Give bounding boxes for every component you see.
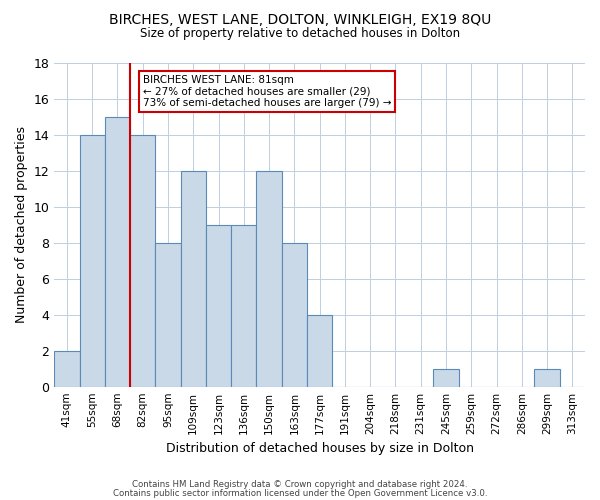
Bar bbox=[80, 134, 105, 386]
Y-axis label: Number of detached properties: Number of detached properties bbox=[15, 126, 28, 323]
Bar bbox=[54, 350, 80, 386]
Bar bbox=[282, 242, 307, 386]
Text: Size of property relative to detached houses in Dolton: Size of property relative to detached ho… bbox=[140, 28, 460, 40]
Text: Contains HM Land Registry data © Crown copyright and database right 2024.: Contains HM Land Registry data © Crown c… bbox=[132, 480, 468, 489]
Bar bbox=[535, 368, 560, 386]
Bar bbox=[130, 134, 155, 386]
Bar bbox=[433, 368, 458, 386]
Text: BIRCHES WEST LANE: 81sqm
← 27% of detached houses are smaller (29)
73% of semi-d: BIRCHES WEST LANE: 81sqm ← 27% of detach… bbox=[143, 75, 391, 108]
Bar bbox=[105, 116, 130, 386]
Bar bbox=[256, 170, 282, 386]
X-axis label: Distribution of detached houses by size in Dolton: Distribution of detached houses by size … bbox=[166, 442, 473, 455]
Text: BIRCHES, WEST LANE, DOLTON, WINKLEIGH, EX19 8QU: BIRCHES, WEST LANE, DOLTON, WINKLEIGH, E… bbox=[109, 12, 491, 26]
Bar bbox=[181, 170, 206, 386]
Bar bbox=[307, 314, 332, 386]
Bar bbox=[231, 224, 256, 386]
Text: Contains public sector information licensed under the Open Government Licence v3: Contains public sector information licen… bbox=[113, 490, 487, 498]
Bar bbox=[155, 242, 181, 386]
Bar bbox=[206, 224, 231, 386]
